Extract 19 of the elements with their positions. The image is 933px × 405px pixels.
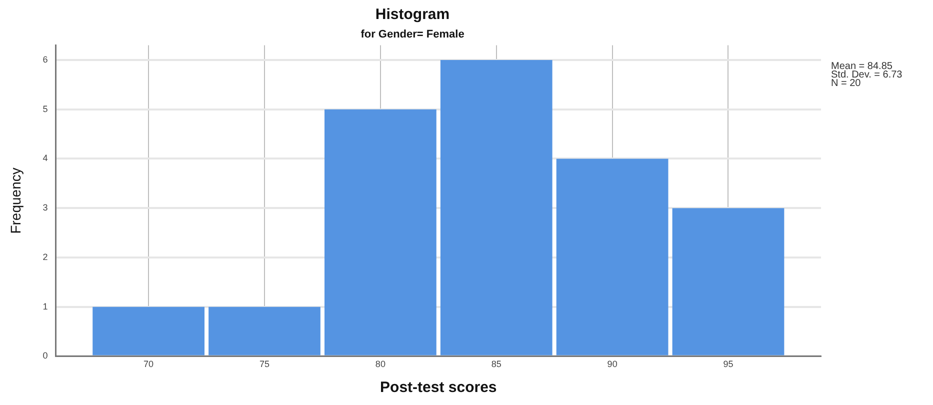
x-tick-label: 95 [723, 359, 734, 370]
y-tick-label: 5 [42, 104, 48, 114]
y-tick-label: 2 [42, 252, 48, 262]
y-tick-label: 1 [42, 301, 48, 312]
x-tick-label: 85 [491, 359, 502, 370]
x-tick-label: 80 [375, 359, 386, 370]
x-tick-label: 70 [144, 359, 154, 370]
text: N = 20 [831, 78, 862, 89]
chart-title: Histogram [375, 6, 450, 24]
text: Std. Dev. = 6.73 [831, 69, 903, 80]
y-tick-label: 4 [42, 153, 48, 164]
x-tick-label: 90 [607, 359, 618, 370]
x-axis-title: Post-test scores [380, 379, 497, 396]
y-tick-label: 6 [42, 54, 48, 64]
y-axis-title: Frequency [7, 168, 24, 234]
y-tick-label: 3 [42, 202, 48, 213]
x-tick-label: 75 [259, 359, 270, 370]
chart-subtitle: for Gender= Female [360, 28, 464, 41]
y-tick-label: 0 [42, 350, 48, 361]
